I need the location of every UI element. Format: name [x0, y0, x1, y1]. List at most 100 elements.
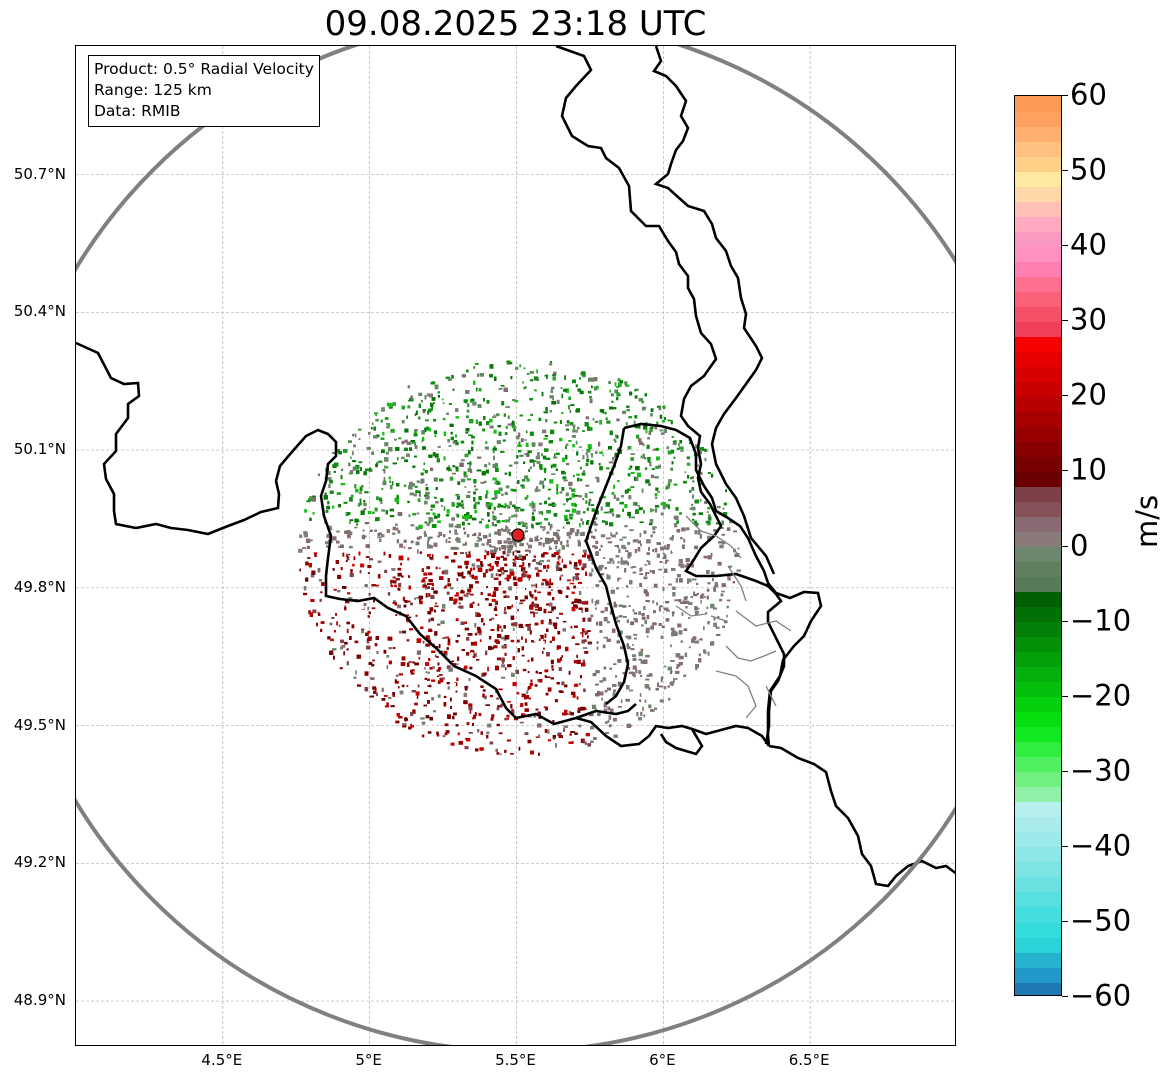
echo-pixel: [613, 734, 618, 738]
echo-pixel: [670, 449, 675, 454]
echo-pixel: [707, 535, 712, 540]
echo-pixel: [350, 456, 352, 459]
echo-pixel: [706, 570, 710, 574]
echo-pixel: [427, 536, 430, 541]
echo-pixel: [618, 383, 621, 385]
echo-pixel: [325, 640, 330, 645]
echo-pixel: [514, 542, 517, 548]
echo-pixel: [565, 509, 570, 512]
echo-pixel: [577, 539, 581, 543]
echo-pixel: [462, 515, 467, 519]
echo-pixel: [466, 738, 471, 742]
echo-pixel: [354, 484, 357, 489]
echo-pixel: [551, 473, 556, 475]
echo-pixel: [503, 529, 507, 532]
echo-pixel: [444, 723, 449, 727]
echo-pixel: [349, 470, 354, 474]
echo-pixel: [524, 696, 527, 700]
echo-pixel: [683, 538, 686, 543]
echo-pixel: [614, 382, 617, 387]
echo-pixel: [467, 467, 471, 472]
echo-pixel: [527, 671, 530, 673]
echo-pixel: [519, 414, 523, 417]
echo-pixel: [582, 430, 585, 432]
echo-pixel: [608, 715, 612, 720]
echo-pixel: [563, 564, 567, 569]
echo-pixel: [548, 545, 551, 551]
echo-pixel: [531, 516, 535, 521]
echo-pixel: [415, 614, 418, 617]
echo-pixel: [677, 574, 681, 578]
echo-pixel: [397, 572, 402, 577]
echo-pixel: [531, 442, 536, 446]
echo-pixel: [445, 730, 450, 734]
echo-pixel: [488, 645, 492, 651]
echo-pixel: [327, 636, 331, 640]
echo-pixel: [552, 710, 555, 715]
echo-pixel: [587, 554, 591, 559]
echo-pixel: [546, 652, 550, 657]
echo-pixel: [486, 490, 489, 495]
echo-pixel: [434, 515, 438, 519]
echo-pixel: [542, 578, 547, 582]
echo-pixel: [418, 657, 421, 660]
echo-pixel: [584, 607, 589, 612]
echo-pixel: [355, 488, 359, 493]
echo-pixel: [577, 426, 580, 430]
echo-pixel: [455, 640, 459, 643]
echo-pixel: [600, 544, 603, 548]
echo-pixel: [565, 428, 570, 431]
echo-pixel: [357, 466, 360, 469]
echo-pixel: [496, 556, 500, 560]
echo-pixel: [538, 511, 542, 515]
echo-pixel: [527, 450, 532, 453]
echo-pixel: [361, 534, 366, 540]
echo-pixel: [532, 509, 536, 512]
echo-pixel: [645, 678, 650, 681]
echo-pixel: [352, 451, 354, 456]
echo-pixel: [643, 714, 646, 718]
echo-pixel: [543, 437, 548, 440]
echo-pixel: [510, 753, 514, 755]
echo-pixel: [421, 430, 425, 435]
echo-pixel: [684, 652, 688, 657]
echo-pixel: [490, 717, 494, 721]
echo-pixel: [464, 453, 469, 458]
echo-pixel: [519, 721, 524, 724]
echo-pixel: [455, 408, 459, 412]
echo-pixel: [508, 586, 512, 591]
echo-pixel: [648, 674, 651, 677]
echo-pixel: [482, 693, 485, 698]
echo-pixel: [691, 503, 694, 506]
echo-pixel: [403, 546, 406, 549]
echo-pixel: [335, 613, 337, 616]
echo-pixel: [515, 669, 519, 675]
echo-pixel: [534, 567, 539, 570]
echo-pixel: [630, 453, 635, 455]
radar-map[interactable]: [75, 45, 956, 1046]
echo-pixel: [579, 466, 582, 470]
echo-pixel: [573, 660, 578, 664]
echo-pixel: [591, 561, 594, 565]
echo-pixel: [408, 399, 411, 402]
echo-pixel: [584, 422, 589, 427]
echo-pixel: [566, 586, 570, 590]
echo-pixel: [721, 540, 726, 545]
echo-pixel: [390, 581, 393, 585]
echo-pixel: [664, 686, 667, 690]
echo-pixel: [439, 478, 444, 482]
echo-pixel: [534, 612, 539, 614]
echo-pixel: [554, 540, 558, 545]
echo-pixel: [489, 418, 493, 423]
echo-pixel: [646, 552, 650, 555]
echo-pixel: [676, 520, 679, 524]
echo-pixel: [419, 551, 423, 554]
echo-pixel: [522, 664, 527, 669]
echo-pixel: [656, 602, 659, 606]
echo-pixel: [522, 562, 525, 567]
echo-pixel: [577, 555, 581, 559]
echo-pixel: [510, 488, 514, 492]
echo-pixel: [676, 447, 680, 450]
echo-pixel: [548, 363, 553, 366]
echo-pixel: [306, 545, 310, 549]
